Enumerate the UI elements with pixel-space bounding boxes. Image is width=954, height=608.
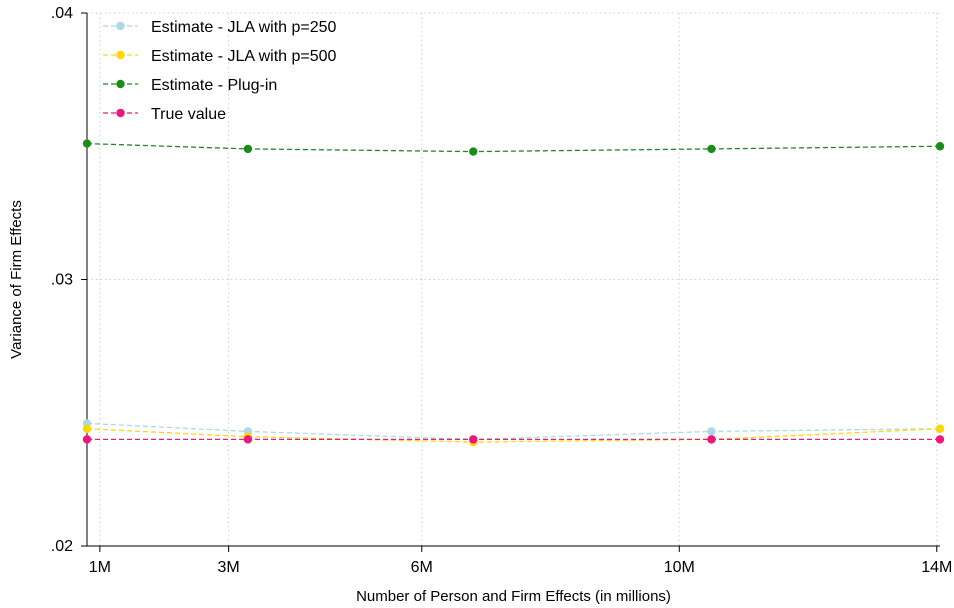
legend-item-true-value: True value <box>103 106 226 123</box>
legend-label: Estimate - JLA with p=250 <box>151 19 337 36</box>
data-point <box>707 144 716 154</box>
data-point <box>243 435 253 444</box>
x-tick-label: 6M <box>411 559 433 576</box>
legend-swatch-marker <box>116 108 125 118</box>
tick-labels: .02 .03 .04 1M 3M 6M 10M 14M <box>51 5 953 576</box>
data-point <box>707 435 716 444</box>
data-point <box>935 435 945 444</box>
x-tick-label: 3M <box>218 559 240 576</box>
y-tick-label: .04 <box>51 5 73 22</box>
series-line <box>86 428 941 443</box>
data-point <box>935 142 945 151</box>
legend-item-estimate-plug-in: Estimate - Plug-in <box>103 77 277 94</box>
series-line <box>86 422 941 441</box>
legend-swatch-marker <box>116 50 125 60</box>
x-tick-label: 10M <box>664 559 695 576</box>
x-tick-label: 1M <box>89 559 111 576</box>
series-lines <box>82 139 945 447</box>
data-point <box>935 424 945 433</box>
series-estimate-jla-with-p-500 <box>82 424 945 447</box>
grid-lines <box>87 12 940 547</box>
legend-swatch-marker <box>116 79 125 89</box>
data-point <box>82 435 92 444</box>
series-line <box>86 142 941 153</box>
legend-item-estimate-jla-with-p-250: Estimate - JLA with p=250 <box>103 19 337 36</box>
legend-label: True value <box>151 106 226 123</box>
data-point <box>707 427 716 436</box>
y-axis-title: Variance of Firm Effects <box>8 200 25 359</box>
series-estimate-plug-in <box>82 139 945 156</box>
legend-item-estimate-jla-with-p-500: Estimate - JLA with p=500 <box>103 48 337 65</box>
legend-swatch-marker <box>116 21 125 31</box>
data-point <box>82 139 92 148</box>
x-axis-title: Number of Person and Firm Effects (in mi… <box>356 588 671 605</box>
data-point <box>469 435 478 444</box>
y-tick-label: .03 <box>51 272 73 289</box>
legend-label: Estimate - JLA with p=500 <box>151 48 337 65</box>
legend: Estimate - JLA with p=250 Estimate - JLA … <box>103 19 337 123</box>
data-point <box>469 147 478 156</box>
series-true-value <box>82 435 945 444</box>
data-point <box>82 424 92 433</box>
legend-label: Estimate - Plug-in <box>151 77 277 94</box>
y-tick-label: .02 <box>51 538 73 555</box>
data-point <box>243 144 253 154</box>
x-tick-label: 14M <box>921 559 952 576</box>
